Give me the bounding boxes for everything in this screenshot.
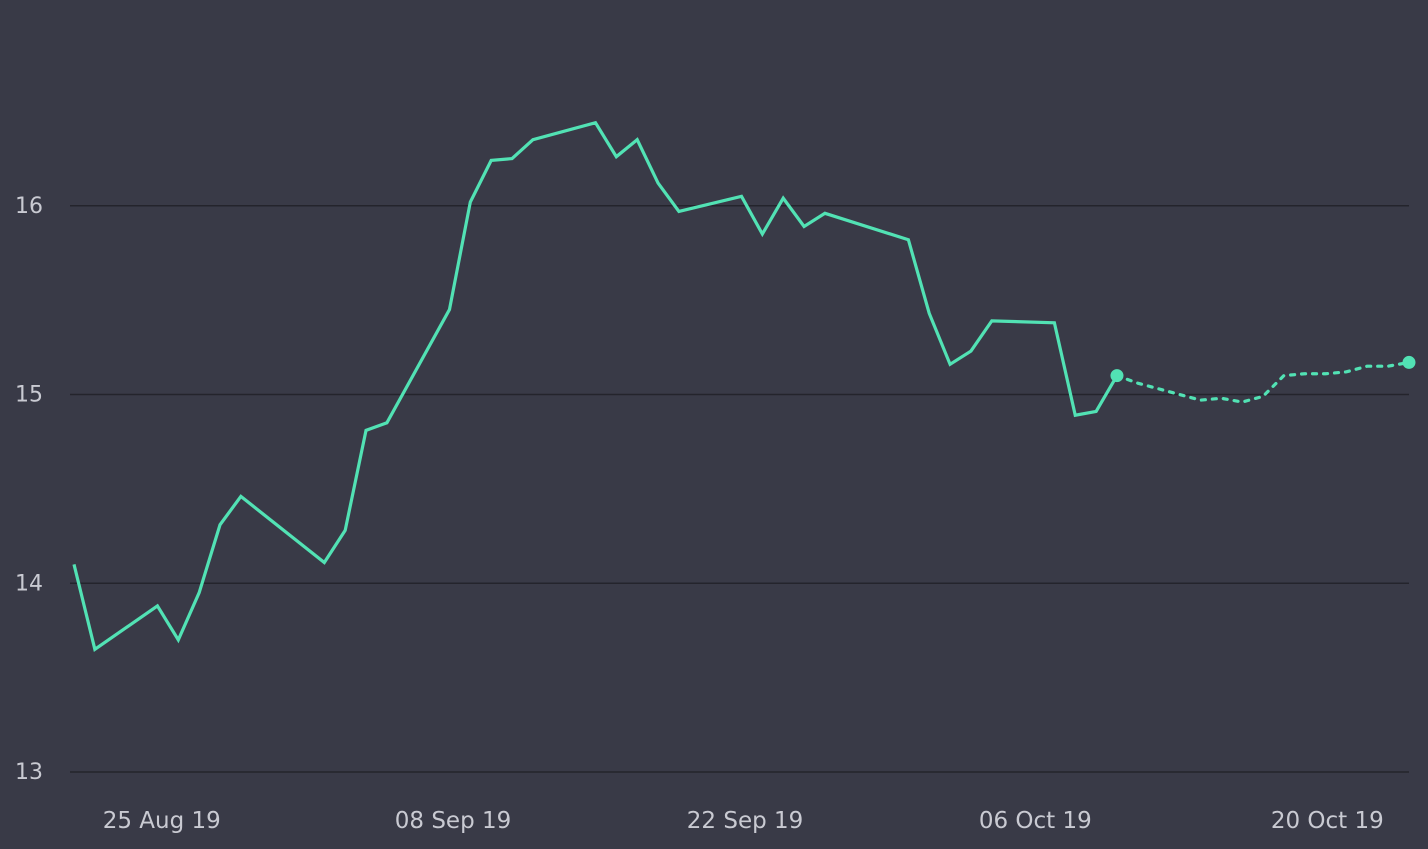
- series-line: [72, 120, 1119, 652]
- x-tick-label: 06 Oct 19: [979, 808, 1092, 834]
- forecast-end-marker: [1402, 355, 1416, 369]
- gridlines: [70, 205, 1409, 773]
- forecast-series-line: [1115, 360, 1411, 404]
- x-tick-label: 20 Oct 19: [1271, 808, 1384, 834]
- plot-area: [72, 120, 1416, 652]
- forecast-start-marker: [1110, 369, 1124, 383]
- y-tick-label: 13: [15, 760, 43, 785]
- y-tick-label: 16: [15, 194, 43, 219]
- y-tick-label: 14: [15, 571, 43, 596]
- x-tick-label: 08 Sep 19: [395, 808, 512, 834]
- y-tick-label: 15: [15, 383, 43, 408]
- x-axis: 25 Aug 19 08 Sep 19 22 Sep 19 06 Oct 19 20 O…: [103, 808, 1384, 834]
- x-tick-label: 25 Aug 19: [103, 808, 221, 834]
- y-axis: 13 14 15 16: [15, 194, 43, 785]
- x-tick-label: 22 Sep 19: [687, 808, 804, 834]
